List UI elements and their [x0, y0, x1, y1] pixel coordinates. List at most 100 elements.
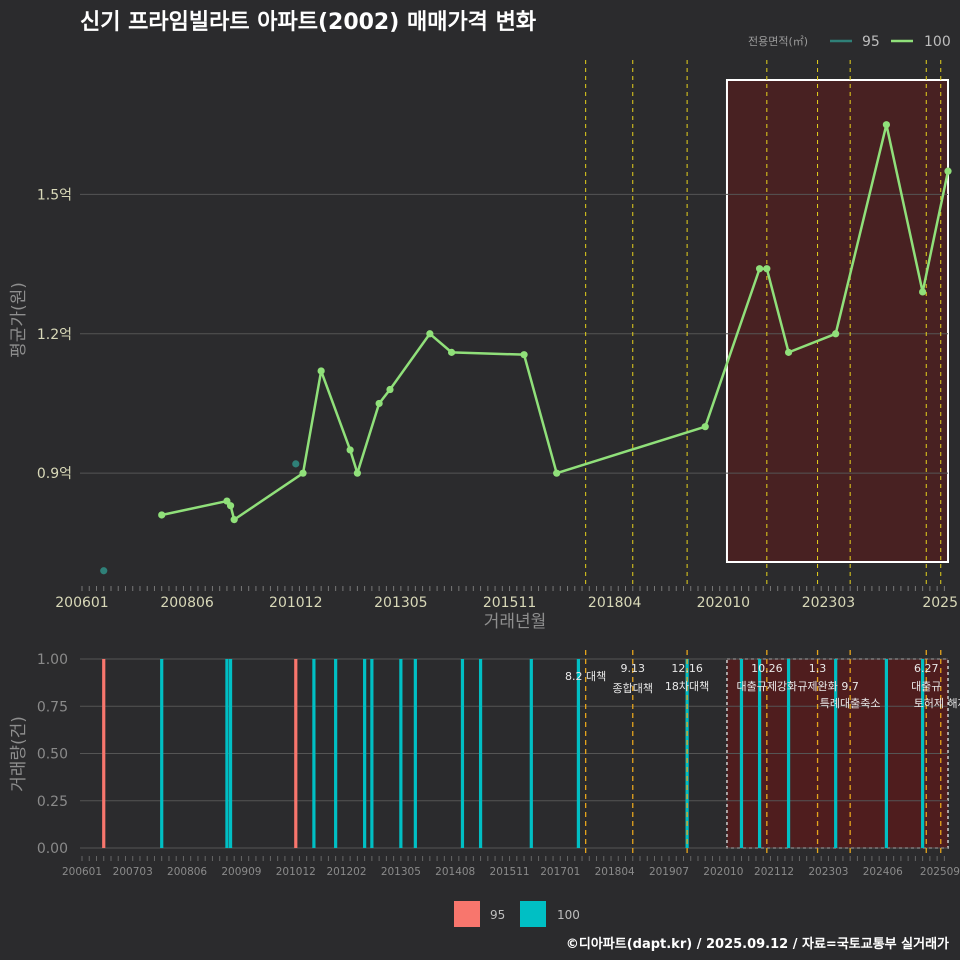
bar-100 — [312, 659, 316, 848]
x-tick-label: 202010 — [697, 595, 750, 611]
y-tick-label: 0.9억 — [37, 466, 72, 482]
x-tick-label-bottom: 201907 — [649, 866, 689, 878]
bar-100 — [478, 659, 483, 848]
point-100 — [447, 348, 456, 356]
point-95 — [100, 567, 108, 575]
x-tick-label-bottom: 200703 — [113, 866, 153, 878]
x-tick-label-bottom: 201202 — [326, 866, 366, 878]
policy-note: 1.3 — [809, 662, 827, 675]
policy-note: 토허제 해제 — [914, 696, 960, 710]
point-100 — [426, 330, 434, 338]
bar-100 — [363, 659, 367, 848]
bar-100 — [370, 659, 374, 848]
bar-100 — [160, 659, 164, 848]
x-tick-label: 2025 — [922, 595, 958, 611]
point-100 — [158, 511, 166, 519]
bar-100 — [228, 659, 233, 848]
volume-panel: 0.00 0.25 0.50 0.75 1.00 8.2 대책 9.13 종합대책 12.16 1… — [9, 650, 960, 878]
point-100 — [520, 351, 528, 359]
x-tick-label-bottom: 200909 — [221, 866, 261, 878]
x-tick-label: 200601 — [55, 595, 108, 611]
point-100 — [919, 288, 927, 296]
point-100 — [832, 330, 840, 338]
bar-100 — [834, 659, 838, 848]
bar-100 — [884, 659, 889, 848]
y-tick-label-bottom: 0.25 — [37, 794, 68, 810]
point-100 — [375, 399, 383, 408]
point-100 — [299, 469, 307, 477]
point-95 — [292, 460, 300, 468]
volume-legend: 95 100 — [454, 901, 580, 927]
x-tick-label-bottom: 202509 — [920, 866, 960, 878]
x-tick-label-bottom: 200806 — [167, 866, 207, 878]
policy-note: 10.26 — [751, 662, 783, 675]
x-tick-label-bottom: 201511 — [490, 866, 530, 878]
x-tick-label-bottom: 202406 — [863, 866, 903, 878]
point-100 — [230, 516, 238, 524]
x-tick-label: 202303 — [802, 595, 855, 611]
legend-key-bar-95 — [454, 901, 480, 927]
x-tick-label-bottom: 202112 — [754, 866, 794, 878]
bar-100 — [460, 659, 465, 848]
legend-label-95: 95 — [862, 34, 880, 50]
policy-note: 8.2 대책 — [565, 670, 606, 683]
policy-note: 대출규제강화 — [736, 680, 797, 693]
point-100 — [346, 446, 354, 454]
policy-note: 9.7 — [841, 680, 859, 693]
bar-100 — [529, 659, 533, 848]
x-tick-label: 201012 — [269, 595, 322, 611]
price-legend: 전용면적(㎡) 95 100 — [748, 34, 951, 50]
source-footer: ©디아파트(dapt.kr) / 2025.09.12 / 자료=국토교통부 실… — [566, 936, 949, 952]
policy-note: 6.27 — [914, 662, 939, 675]
y-tick-label-bottom: 1.00 — [37, 652, 68, 668]
x-tick-label: 200806 — [160, 595, 214, 611]
bar-100 — [413, 659, 417, 848]
point-100 — [784, 348, 793, 356]
point-100 — [763, 265, 771, 273]
legend-label-bar-100: 100 — [557, 908, 580, 922]
chart-title: 신기 프라임빌라트 아파트(2002) 매매가격 변화 — [80, 10, 536, 35]
x-tick-label-bottom: 201701 — [540, 866, 580, 878]
bar-100 — [786, 659, 791, 848]
y-tick-label-bottom: 0.75 — [37, 699, 68, 715]
bar-100 — [334, 659, 338, 848]
x-tick-label-bottom: 201305 — [381, 866, 421, 878]
y-axis-title: 평균가(원) — [9, 282, 29, 358]
x-axis-title: 거래년월 — [484, 612, 547, 632]
point-100 — [317, 367, 325, 375]
bar-100 — [739, 659, 744, 848]
policy-note: 대출규 — [911, 680, 941, 693]
y-tick-label-bottom: 0.50 — [37, 747, 68, 763]
policy-note: 18차대책 — [665, 680, 709, 693]
highlight-box — [725, 79, 949, 563]
point-100 — [226, 502, 235, 510]
bar-100 — [225, 659, 229, 848]
policy-note: 9.13 — [621, 662, 646, 675]
x-tick-label: 201305 — [374, 595, 427, 611]
policy-note: 12.16 — [671, 662, 703, 675]
x-tick-label-bottom: 201012 — [276, 866, 316, 878]
legend-label-100: 100 — [924, 34, 951, 50]
x-tick-label: 201804 — [588, 595, 642, 611]
legend-label-bar-95: 95 — [490, 908, 505, 922]
policy-note: 규제완화 — [797, 680, 837, 693]
point-100 — [882, 121, 891, 129]
x-tick-label-bottom: 201804 — [595, 866, 635, 878]
y-tick-label-bottom: 0.00 — [37, 841, 68, 857]
y-tick-label: 1.2억 — [37, 327, 72, 343]
y-axis-title-bottom: 거래량(건) — [9, 716, 29, 792]
x-tick-label-bottom: 200601 — [62, 866, 102, 878]
x-tick-label-bottom: 202010 — [703, 866, 743, 878]
point-100 — [386, 385, 394, 394]
point-100 — [755, 265, 764, 273]
bar-100 — [576, 659, 581, 848]
price-panel: 0.9억 1.2억 1.5억 200601 200806 201012 201305 2015… — [9, 60, 958, 632]
bar-100 — [399, 659, 403, 848]
legend-title: 전용면적(㎡) — [748, 35, 808, 48]
policy-note: 특례대출축소 — [820, 697, 881, 710]
point-100 — [701, 423, 709, 431]
series-line-100 — [161, 123, 950, 521]
x-tick-label-bottom: 201408 — [435, 866, 475, 878]
x-tick-label: 201511 — [483, 595, 536, 611]
